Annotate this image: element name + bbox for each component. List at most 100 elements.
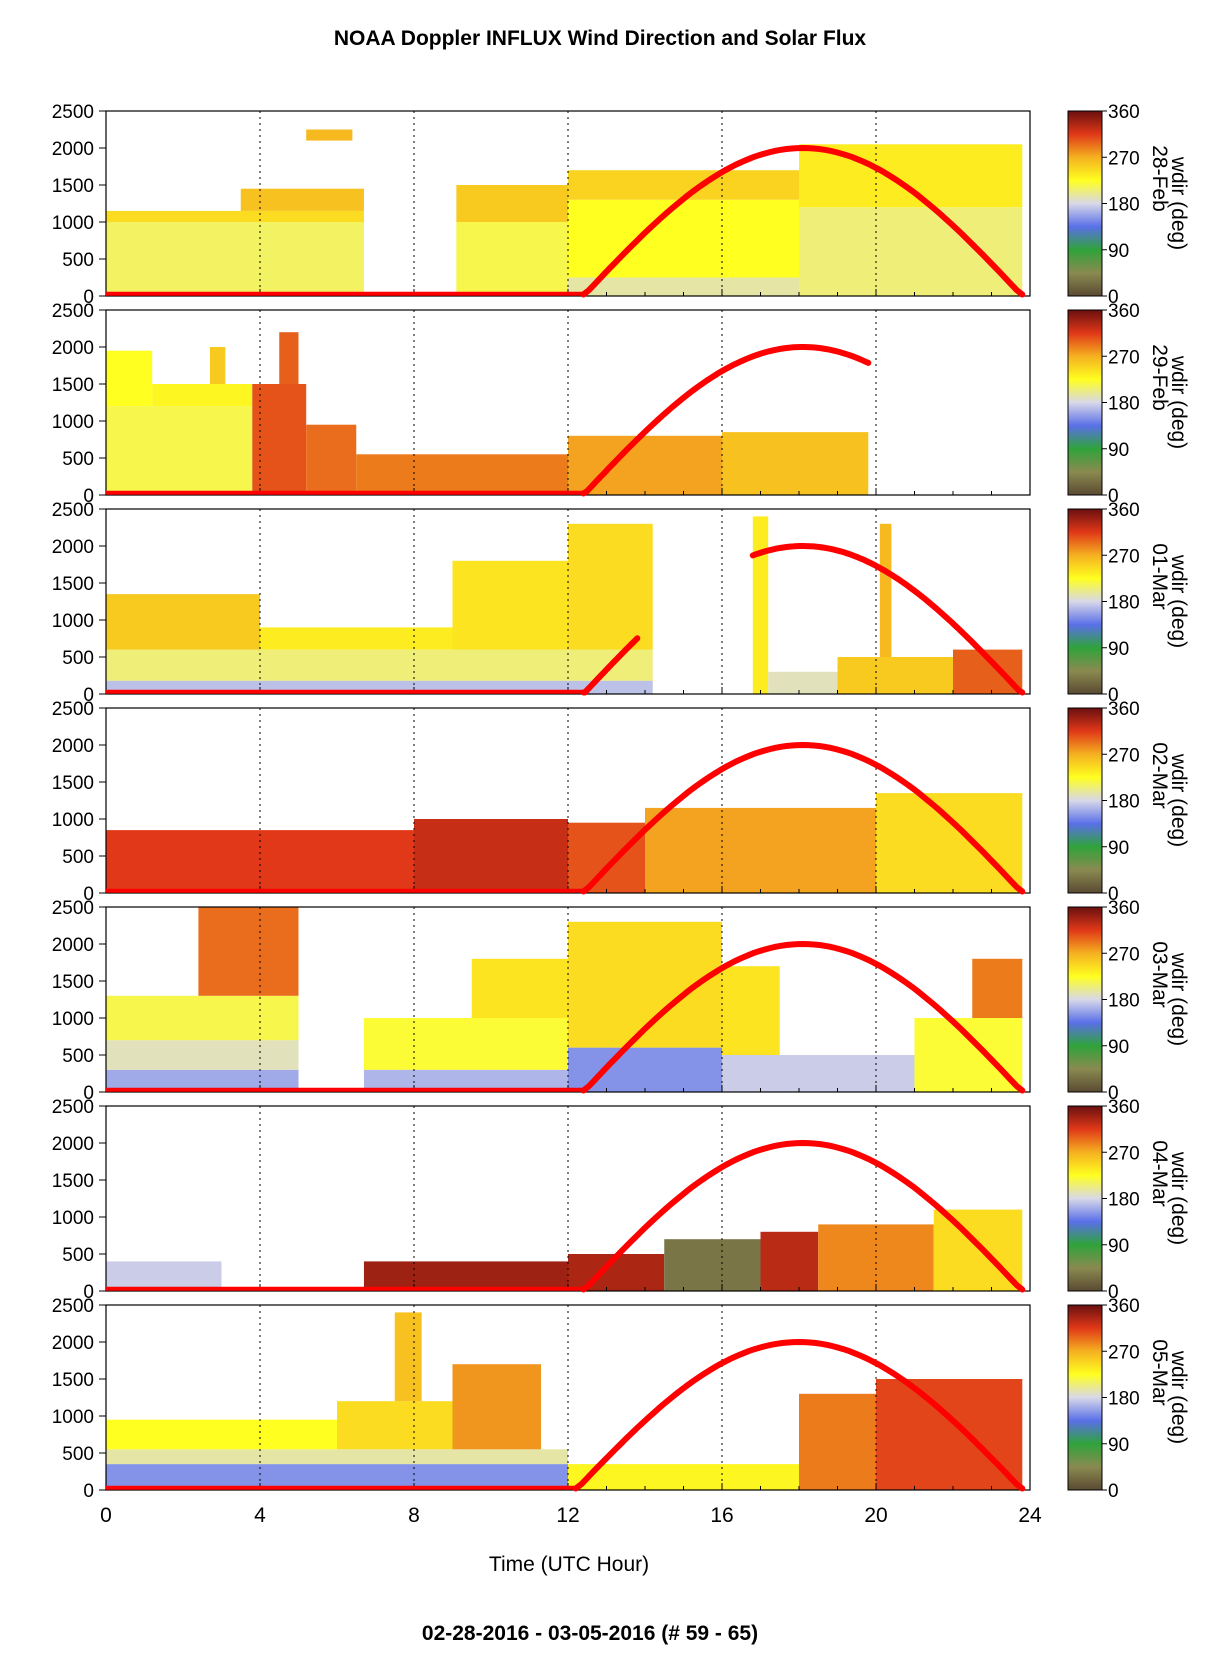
y-tick-label: 500 [62, 1245, 94, 1266]
colorbar-tick-label: 0 [1108, 1083, 1119, 1104]
colorbar-label: wdir (deg) [1167, 1350, 1190, 1444]
colorbar-tick-label: 180 [1108, 394, 1140, 415]
colorbar-tick-label: 270 [1108, 944, 1140, 965]
colorbar-tick-label: 0 [1108, 1481, 1119, 1502]
colorbar-tick-label: 360 [1108, 102, 1140, 123]
colorbar-label: wdir (deg) [1167, 753, 1190, 847]
colorbar-tick-label: 90 [1108, 639, 1129, 660]
colorbar-tick-label: 270 [1108, 347, 1140, 368]
wdir-block [879, 523, 892, 657]
y-tick-label: 1000 [52, 611, 94, 632]
wdir-block [106, 222, 364, 296]
panel-date-label: 03-Mar [1148, 941, 1171, 1008]
colorbar-tick-label: 180 [1108, 593, 1140, 614]
footer-date-range: 02-28-2016 - 03-05-2016 (# 59 - 65) [422, 1622, 758, 1645]
wdir-block [394, 1312, 422, 1402]
colorbar-tick-label: 360 [1108, 699, 1140, 720]
panel-date-label: 28-Feb [1148, 145, 1171, 212]
wdir-block [722, 1055, 915, 1092]
wdir-block [760, 1231, 819, 1291]
y-tick-label: 2500 [52, 1097, 94, 1118]
colorbar-tick-label: 180 [1108, 1190, 1140, 1211]
colorbar-tick-label: 90 [1108, 838, 1129, 859]
y-tick-label: 2500 [52, 699, 94, 720]
y-tick-label: 1000 [52, 412, 94, 433]
wdir-block [260, 627, 453, 650]
y-tick-label: 1500 [52, 972, 94, 993]
wdir-block [306, 129, 353, 141]
colorbar-label: wdir (deg) [1167, 1151, 1190, 1245]
colorbar [1067, 1105, 1103, 1292]
wdir-block [337, 1401, 453, 1450]
colorbar-tick-label: 0 [1108, 486, 1119, 507]
wdir-block [106, 406, 253, 495]
y-tick-label: 1500 [52, 1171, 94, 1192]
colorbar-tick-label: 360 [1108, 500, 1140, 521]
y-tick-label: 0 [83, 685, 94, 706]
x-tick-label: 4 [254, 1504, 266, 1527]
colorbar-tick-label: 90 [1108, 1435, 1129, 1456]
wdir-block [306, 424, 357, 495]
colorbar-label: wdir (deg) [1167, 952, 1190, 1046]
panel-04-Mar: 0 500 1000 1500 2000 2500 0 90 180 270 360 wdir (de… [52, 1097, 1190, 1303]
panel-29-Feb: 0 500 1000 1500 2000 2500 0 90 180 270 360 wdir (de… [52, 301, 1190, 507]
y-tick-label: 0 [83, 287, 94, 308]
y-tick-label: 2000 [52, 1134, 94, 1155]
wdir-block [471, 958, 568, 1018]
y-tick-label: 1500 [52, 773, 94, 794]
y-tick-label: 2000 [52, 537, 94, 558]
wdir-block [279, 332, 299, 384]
x-axis: 0 4 8 12 16 20 24 [100, 1504, 1042, 1527]
y-tick-label: 2000 [52, 1333, 94, 1354]
wdir-block [106, 350, 153, 407]
solar-flux-curve [580, 940, 1026, 1094]
wdir-block [363, 1018, 568, 1070]
y-tick-label: 500 [62, 250, 94, 271]
panel-05-Mar: 0 500 1000 1500 2000 2500 0 90 180 270 360 wdir (de… [52, 1296, 1190, 1502]
wdir-block [106, 649, 653, 681]
wdir-block [752, 516, 769, 694]
y-tick-label: 0 [83, 1282, 94, 1303]
wdir-block [106, 1464, 568, 1490]
colorbar-tick-label: 90 [1108, 1236, 1129, 1257]
y-tick-label: 2500 [52, 898, 94, 919]
wdir-block [568, 822, 645, 893]
colorbar-label: wdir (deg) [1167, 156, 1190, 250]
colorbar [1067, 707, 1103, 894]
y-tick-label: 0 [83, 1083, 94, 1104]
colorbar-tick-label: 180 [1108, 195, 1140, 216]
wdir-block [363, 1069, 568, 1092]
colorbar [1067, 110, 1103, 297]
y-tick-label: 0 [83, 1481, 94, 1502]
wdir-block [568, 170, 799, 200]
y-tick-label: 1500 [52, 574, 94, 595]
y-tick-label: 2000 [52, 935, 94, 956]
colorbar-tick-label: 270 [1108, 745, 1140, 766]
x-axis-label: Time (UTC Hour) [489, 1553, 649, 1576]
x-tick-label: 20 [864, 1504, 887, 1527]
colorbar-tick-label: 360 [1108, 301, 1140, 322]
panel-date-label: 02-Mar [1148, 742, 1171, 809]
colorbar-tick-label: 180 [1108, 991, 1140, 1012]
colorbar [1067, 508, 1103, 695]
wdir-block [414, 819, 568, 893]
solar-flux-curve [580, 635, 641, 696]
solar-flux-curve [580, 1139, 1026, 1293]
y-tick-label: 1500 [52, 1370, 94, 1391]
y-tick-label: 2500 [52, 301, 94, 322]
solar-flux-curve [572, 1338, 1026, 1492]
x-tick-label: 16 [710, 1504, 733, 1527]
wdir-block [876, 1379, 1023, 1490]
colorbar [1067, 1304, 1103, 1491]
wdir-block [106, 1261, 222, 1291]
wdir-block [106, 995, 299, 1041]
y-tick-label: 1500 [52, 176, 94, 197]
wdir-block [252, 384, 307, 495]
wdir-block [664, 1239, 761, 1291]
wdir-block [722, 432, 869, 495]
y-tick-label: 2500 [52, 102, 94, 123]
chart-title: NOAA Doppler INFLUX Wind Direction and S… [334, 27, 867, 50]
panel-date-label: 01-Mar [1148, 543, 1171, 610]
